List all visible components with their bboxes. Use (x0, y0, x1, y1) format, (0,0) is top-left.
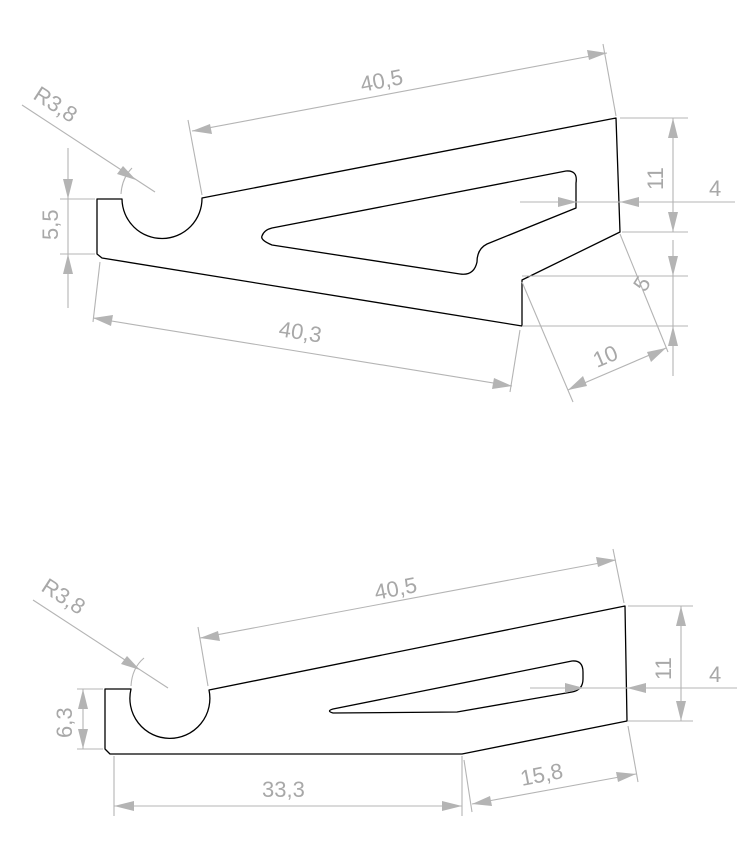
part-b-dim-left-height: 6,3 (52, 707, 77, 738)
part-b (104, 605, 628, 755)
part-a-outline (96, 117, 621, 327)
part-b-dim-bevel-length: 15,8 (518, 758, 565, 791)
part-a-dim-bottom-length: 40,3 (277, 316, 323, 347)
part-a-dim-right-height: 11 (643, 167, 668, 190)
part-a-slot (261, 170, 577, 275)
part-b-outline (104, 605, 628, 755)
part-b-dim-top-length: 40,5 (372, 572, 419, 605)
part-b-dim-right-height: 11 (651, 657, 676, 680)
part-b-dim-bottom-length: 33,3 (262, 777, 305, 802)
part-a-dim-slot-offset: 4 (709, 176, 721, 201)
part-a-dim-step-length: 10 (589, 340, 621, 373)
part-b-dim-slot-offset: 4 (709, 662, 721, 687)
part-a-dim-radius: R3,8 (29, 81, 82, 127)
part-a-dim-left-height: 5,5 (38, 209, 63, 240)
part-b-slot (328, 660, 584, 714)
part-b-dim-radius: R3,8 (37, 573, 90, 619)
part-b-dimensions (32, 548, 737, 816)
part-a-dimensions (21, 43, 735, 403)
part-a (96, 117, 621, 327)
